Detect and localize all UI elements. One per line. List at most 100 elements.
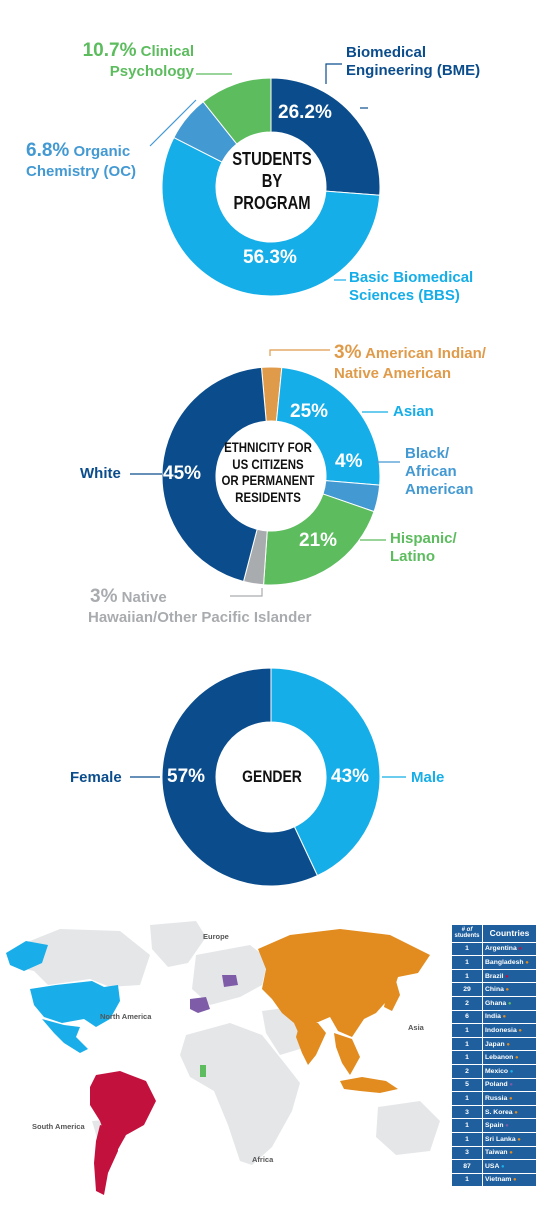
program-slice-1 [161,136,381,297]
bbs-label: Basic Biomedical Sciences (BBS) [349,269,473,305]
program-slice-3 [202,77,272,145]
student-count-cell: 1 [451,1036,483,1052]
bme-label-line-1: Biomedical [346,44,427,61]
nh-leader [230,588,263,597]
country-marker-icon: ● [516,946,523,953]
alaska-shape [6,941,48,971]
countries-table-header: # of students Countries [451,924,537,943]
country-cell: Spain ● [482,1118,537,1133]
country-cell: Argentina ● [482,941,537,957]
country-cell: S. Korea ● [482,1104,537,1120]
student-count-cell: 5 [451,1077,483,1093]
country-marker-icon: ● [513,1055,519,1062]
bbs-percent: 56.3% [243,247,297,268]
student-count-cell: 2 [451,995,483,1011]
asian-label: Asian [393,403,434,421]
usa-shape [30,981,120,1027]
gender-title-line-1: GENDER [242,767,302,786]
country-name: Bangladesh [485,958,524,966]
table-row: 1 Argentina ● [451,941,537,957]
native-hawaiian-percent: 3% [90,586,118,607]
country-cell: Taiwan ● [482,1145,537,1161]
world-map-svg [6,921,440,1195]
country-name: Lebanon [485,1054,514,1062]
student-count-cell: 87 [451,1159,483,1174]
student-count-cell: 1 [451,968,483,984]
oc-label-line-1: Organic [73,143,131,160]
country-name: Sri Lanka [485,1135,516,1143]
country-marker-icon: ● [507,1082,513,1089]
country-name: India [485,1013,501,1021]
table-row: 3 S. Korea ● [451,1104,537,1120]
country-name: Taiwan [485,1149,508,1157]
gender-slice-1 [161,667,319,887]
native-hawaiian-label-line-2: Hawaiian/Other Pacific Islander [88,608,312,626]
mexico-shape [42,1019,88,1053]
native-hawaiian-label: 3% Native Hawaiian/Other Pacific Islande… [88,586,350,627]
southeast-asia-shape [334,1033,360,1075]
greenland-shape [150,921,206,967]
country-name: Spain [485,1122,504,1130]
country-cell: Japan ● [482,1036,537,1052]
white-label: White [80,465,121,483]
country-cell: Mexico ● [482,1063,537,1079]
leader-lines [130,63,406,778]
country-cell: Russia ● [482,1091,537,1106]
students-header-line-1: # of [461,927,473,933]
world-map: Europe North America Asia South America … [0,915,445,1200]
country-marker-icon: ● [499,1163,505,1170]
table-row: 29 China ● [451,982,537,997]
country-cell: Sri Lanka ● [482,1131,537,1147]
program-slice-0 [270,77,381,196]
south-america-label: South America [32,1122,85,1131]
asian-label-line-1: Asian [393,403,434,420]
country-cell: China ● [482,982,537,997]
gender-donut [161,667,381,887]
countries-column-header: Countries [482,924,537,943]
hispanic-label-line-2: Latino [390,548,435,565]
country-marker-icon: ● [515,1136,521,1143]
country-name: Argentina [485,945,517,953]
program-title-line-1: STUDENTS [232,149,312,169]
countries-table: # of students Countries 1 Argentina ● 1 Ban… [451,924,537,1188]
hispanic-label-line-1: Hispanic/ [390,530,457,547]
table-row: 1 Bangladesh ● [451,955,537,970]
ethnicity-title-line-4: RESIDENTS [235,489,301,506]
student-count-cell: 1 [451,1131,483,1147]
gender-title: GENDER [231,768,313,786]
argentina-shape [94,1125,118,1195]
countries-header-text: Countries [489,928,530,939]
black-label-line-2: African [405,463,457,480]
students-column-header: # of students [451,924,483,943]
country-marker-icon: ● [507,1150,513,1157]
country-name: Mexico [485,1067,509,1075]
male-label: Male [411,769,445,786]
native-hawaiian-label-line-1: Native [121,589,167,606]
country-cell: Brazil ● [482,968,537,984]
country-marker-icon: ● [506,1000,512,1007]
country-name: Ghana [485,999,507,1007]
country-marker-icon: ● [503,973,509,980]
indonesia-shape [340,1077,398,1093]
student-count-cell: 3 [451,1104,483,1120]
program-donut [161,77,381,297]
student-count-cell: 6 [451,1009,483,1025]
student-count-cell: 1 [451,1091,483,1106]
student-count-cell: 2 [451,1063,483,1079]
cp-label: 10.7% Clinical Psychology [66,40,194,81]
bme-label-line-2: Engineering (BME) [346,62,481,79]
table-row: 1 Brazil ● [451,968,537,984]
table-row: 1 Indonesia ● [451,1023,537,1038]
ethnicity-title-line-1: ETHNICITY FOR [224,439,312,455]
table-row: 87 USA ● [451,1159,537,1174]
cp-label-line-1: Clinical [140,43,194,60]
country-name: Japan [485,1040,505,1048]
africa-label: Africa [252,1155,274,1164]
male-percent: 43% [331,766,370,787]
country-marker-icon: ● [523,959,529,966]
country-cell: Lebanon ● [482,1050,537,1065]
ethnicity-donut [161,366,381,586]
student-count-cell: 3 [451,1145,483,1161]
bme-label: Biomedical Engineering (BME) [346,44,480,80]
